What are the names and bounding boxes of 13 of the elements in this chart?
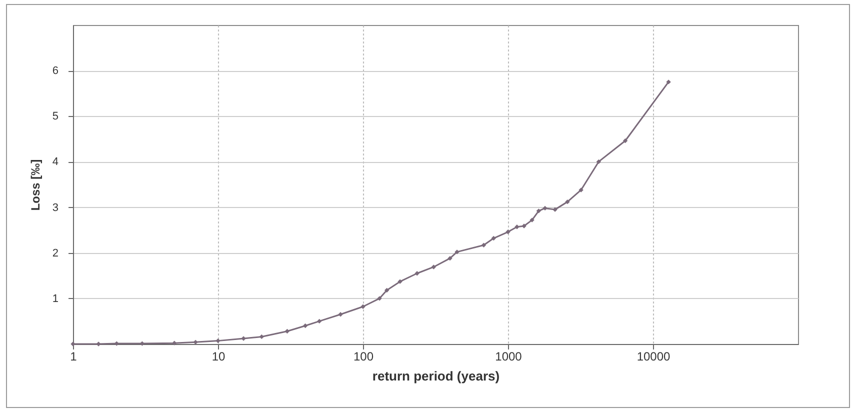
- x-axis-title: return period (years): [372, 368, 500, 384]
- x-tick-label: 100: [353, 350, 374, 364]
- x-tick-label: 10: [212, 350, 226, 364]
- x-tick-label: 1: [70, 350, 78, 364]
- y-tick-label: 1: [52, 292, 58, 305]
- y-tick-label: 3: [52, 202, 58, 214]
- y-tick-label: 5: [52, 110, 58, 123]
- y-tick-label: 2: [52, 247, 58, 260]
- y-axis-title: Loss [‰]: [28, 159, 42, 211]
- x-tick-label: 10000: [636, 350, 671, 364]
- y-tick-label: 6: [52, 65, 58, 78]
- y-tick-label: 4: [52, 156, 58, 168]
- x-tick-label: 1000: [495, 350, 522, 364]
